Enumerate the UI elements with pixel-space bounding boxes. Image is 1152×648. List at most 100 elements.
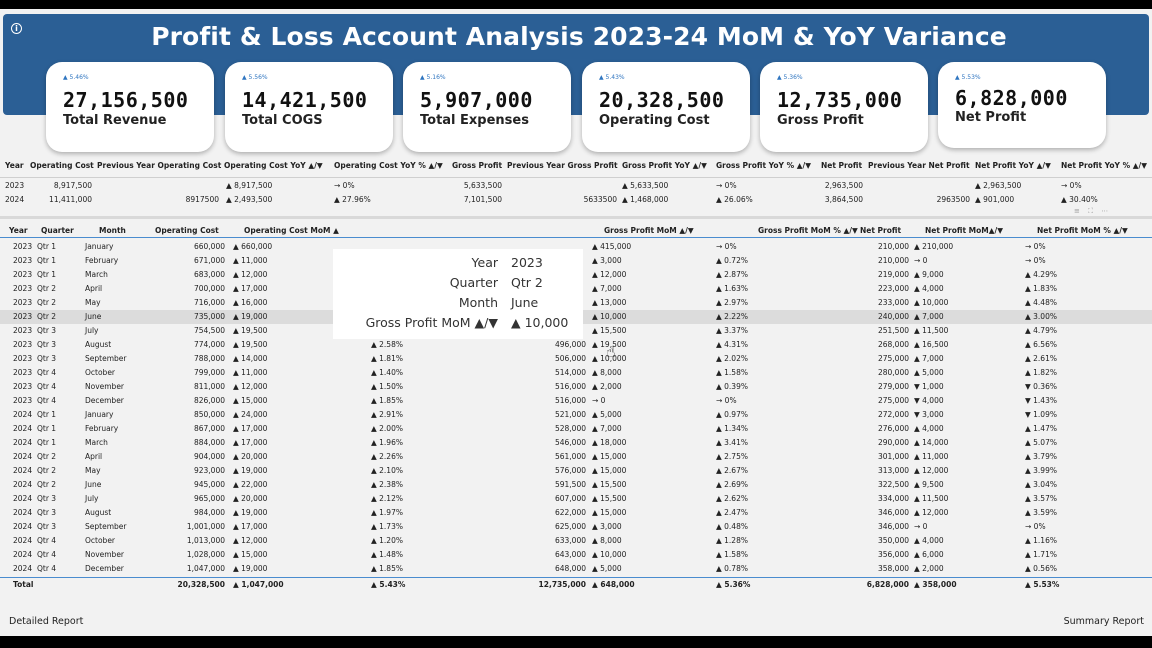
table-row[interactable]: 2023 Qtr 4 November 811,000 ▲ 12,000 ▲ 1.50% 5…	[0, 380, 1152, 394]
col-gross-profit-yoy-pct[interactable]: Gross Profit YoY % ▲/▼	[716, 161, 811, 170]
cell: 2023	[13, 396, 33, 405]
col-prev-operating-cost[interactable]: Previous Year Operating Cost	[97, 161, 222, 170]
table-row[interactable]: 2023 Qtr 2 April 700,000 ▲ 17,000 ▲ 7,000 ▲ 1.…	[0, 282, 1152, 296]
detailed-report-button[interactable]: Detailed Report	[9, 616, 84, 627]
table-row[interactable]: 2024 Qtr 1 February 867,000 ▲ 17,000 ▲ 2.00% 5…	[0, 422, 1152, 436]
col-gross-profit-mom-pct[interactable]: Gross Profit MoM % ▲/▼	[758, 226, 858, 235]
cell: ▲ 11,500	[914, 326, 949, 335]
kpi-card-operating-cost[interactable]: ▲ 5.43% 20,328,500 Operating Cost	[582, 62, 750, 152]
cell: ▲ 10,000	[592, 550, 627, 559]
col-operating-cost[interactable]: Operating Cost	[155, 226, 219, 235]
mom-header-row: Year Quarter Month Operating Cost Operat…	[0, 223, 1152, 238]
cell: 12,735,000	[538, 580, 586, 589]
cell: ▲ 2.58%	[371, 340, 403, 349]
cell: ▲ 15,000	[592, 452, 627, 461]
col-gross-profit-yoy[interactable]: Gross Profit YoY ▲/▼	[622, 161, 707, 170]
cell: ▲ 5.43%	[371, 580, 406, 589]
table-row[interactable]: 2024 Qtr 4 October 1,013,000 ▲ 12,000 ▲ 1.20%…	[0, 534, 1152, 548]
cell: 591,500	[554, 480, 586, 489]
table-row[interactable]: 2023 Qtr 3 September 788,000 ▲ 14,000 ▲ 1.81%…	[0, 352, 1152, 366]
table-row[interactable]: 2023 Qtr 3 August 774,000 ▲ 19,500 ▲ 2.58% 496…	[0, 338, 1152, 352]
table-row[interactable]: 2023 8,917,500 ▲ 8,917,500 → 0% 5,633,50…	[0, 181, 1152, 193]
table-row[interactable]: 2023 Qtr 1 January 660,000 ▲ 660,000 ▲ 415,00…	[0, 240, 1152, 254]
cell: 2023	[13, 242, 33, 251]
cell: Qtr 1	[37, 424, 57, 433]
table-row[interactable]: 2024 Qtr 4 December 1,047,000 ▲ 19,000 ▲ 1.85…	[0, 562, 1152, 576]
cell: ▲ 16,500	[914, 340, 949, 349]
col-year[interactable]: Year	[5, 161, 24, 170]
table-row[interactable]: 2024 Qtr 2 May 923,000 ▲ 19,000 ▲ 2.10% 576,00…	[0, 464, 1152, 478]
cell: 811,000	[193, 382, 225, 391]
col-net-profit-yoy-pct[interactable]: Net Profit YoY % ▲/▼	[1061, 161, 1148, 170]
cell: 2024	[13, 410, 33, 419]
kpi-label: Total Revenue	[63, 113, 167, 128]
col-operating-cost[interactable]: Operating Cost	[30, 161, 94, 170]
table-row[interactable]: 2024 Qtr 3 August 984,000 ▲ 19,000 ▲ 1.97% 622…	[0, 506, 1152, 520]
cell: ▲ 5,000	[914, 368, 944, 377]
cell: July	[85, 326, 99, 335]
table-row[interactable]: 2024 Qtr 1 March 884,000 ▲ 17,000 ▲ 1.96% 546,…	[0, 436, 1152, 450]
col-net-profit-mom[interactable]: Net Profit MoM▲/▼	[925, 226, 1004, 235]
cell: ▲ 2.38%	[371, 480, 403, 489]
table-row[interactable]: 2023 Qtr 1 March 683,000 ▲ 12,000 ▲ 12,000 ▲ 2…	[0, 268, 1152, 282]
cell: 867,000	[193, 424, 225, 433]
cell: ▲ 3.57%	[1025, 494, 1057, 503]
col-net-profit[interactable]: Net Profit	[821, 161, 863, 170]
col-operating-cost-mom[interactable]: Operating Cost MoM ▲	[244, 226, 339, 235]
table-row[interactable]: 2023 Qtr 3 July 754,500 ▲ 19,500 ▲ 15,500 ▲ 3.…	[0, 324, 1152, 338]
col-gross-profit-mom[interactable]: Gross Profit MoM ▲/▼	[604, 226, 694, 235]
table-row[interactable]: 2024 Qtr 3 July 965,000 ▲ 20,000 ▲ 2.12% 607,0…	[0, 492, 1152, 506]
table-row[interactable]: 2024 11,411,000 8917500 ▲ 2,493,500 ▲ 27…	[0, 195, 1152, 207]
cell: 6,828,000	[866, 580, 909, 589]
kpi-value: 6,828,000	[955, 86, 1068, 110]
cell: 648,000	[554, 564, 586, 573]
info-icon[interactable]: i	[11, 23, 22, 34]
col-net-profit-mom-pct[interactable]: Net Profit MoM % ▲/▼	[1037, 226, 1128, 235]
table-row[interactable]: 2024 Qtr 2 April 904,000 ▲ 20,000 ▲ 2.26% 561,…	[0, 450, 1152, 464]
table-row[interactable]: 2024 Qtr 4 November 1,028,000 ▲ 15,000 ▲ 1.48…	[0, 548, 1152, 562]
col-net-profit[interactable]: Net Profit	[860, 226, 902, 235]
cell: Qtr 2	[37, 312, 57, 321]
table-row[interactable]: 2024 Qtr 1 January 850,000 ▲ 24,000 ▲ 2.91% 52…	[0, 408, 1152, 422]
cell: 984,000	[193, 508, 225, 517]
table-row[interactable]: 2023 Qtr 4 December 826,000 ▲ 15,000 ▲ 1.85% 5…	[0, 394, 1152, 408]
visual-options-icons[interactable]: ≡ ⛶ ⋯	[1074, 207, 1112, 215]
cell: ▲ 2.69%	[716, 480, 748, 489]
table-row[interactable]: 2024 Qtr 3 September 1,001,000 ▲ 17,000 ▲ 1.7…	[0, 520, 1152, 534]
kpi-card-total-cogs[interactable]: ▲ 5.56% 14,421,500 Total COGS	[225, 62, 393, 152]
col-year[interactable]: Year	[9, 226, 28, 235]
table-row[interactable]: 2023 Qtr 2 May 716,000 ▲ 16,000 ▲ 13,000 ▲ 2.9…	[0, 296, 1152, 310]
col-month[interactable]: Month	[99, 226, 126, 235]
col-prev-net-profit[interactable]: Previous Year Net Profit	[868, 161, 970, 170]
kpi-card-total-expenses[interactable]: ▲ 5.16% 5,907,000 Total Expenses	[403, 62, 571, 152]
cell: ▼ 1.43%	[1025, 396, 1057, 405]
cell: January	[85, 242, 114, 251]
table-row[interactable]: 2024 Qtr 2 June 945,000 ▲ 22,000 ▲ 2.38% 591,5…	[0, 478, 1152, 492]
col-gross-profit[interactable]: Gross Profit	[452, 161, 503, 170]
total-row[interactable]: Total 20,328,500 ▲ 1,047,000 ▲ 5.43% 12,735,…	[0, 577, 1152, 592]
cell: ▼ 1.09%	[1025, 410, 1057, 419]
cell: 334,000	[877, 494, 909, 503]
table-row[interactable]: 2023 Qtr 1 February 671,000 ▲ 11,000 ▲ 3,000 ▲…	[0, 254, 1152, 268]
kpi-card-gross-profit[interactable]: ▲ 5.36% 12,735,000 Gross Profit	[760, 62, 928, 152]
col-operating-cost-yoy-pct[interactable]: Operating Cost YoY % ▲/▼	[334, 161, 443, 170]
col-quarter[interactable]: Quarter	[41, 226, 74, 235]
cell: 528,000	[554, 424, 586, 433]
cell: ▲ 1.73%	[371, 522, 403, 531]
cell: 2024	[5, 195, 25, 204]
cell: July	[85, 494, 99, 503]
col-operating-cost-yoy[interactable]: Operating Cost YoY ▲/▼	[224, 161, 323, 170]
kpi-card-total-revenue[interactable]: ▲ 5.46% 27,156,500 Total Revenue	[46, 62, 214, 152]
cell: ▲ 1.47%	[1025, 424, 1057, 433]
cell: 7,101,500	[463, 195, 502, 204]
col-prev-gross-profit[interactable]: Previous Year Gross Profit	[507, 161, 618, 170]
cell: ▲ 5.07%	[1025, 438, 1057, 447]
cell: November	[85, 382, 125, 391]
cell: December	[85, 396, 124, 405]
cell: → 0%	[1025, 256, 1046, 265]
table-row[interactable]: 2023 Qtr 4 October 799,000 ▲ 11,000 ▲ 1.40% 51…	[0, 366, 1152, 380]
summary-report-button[interactable]: Summary Report	[1063, 616, 1144, 627]
kpi-card-net-profit[interactable]: ▲ 5.53% 6,828,000 Net Profit	[938, 62, 1106, 148]
col-net-profit-yoy[interactable]: Net Profit YoY ▲/▼	[975, 161, 1051, 170]
cell: 2024	[13, 452, 33, 461]
